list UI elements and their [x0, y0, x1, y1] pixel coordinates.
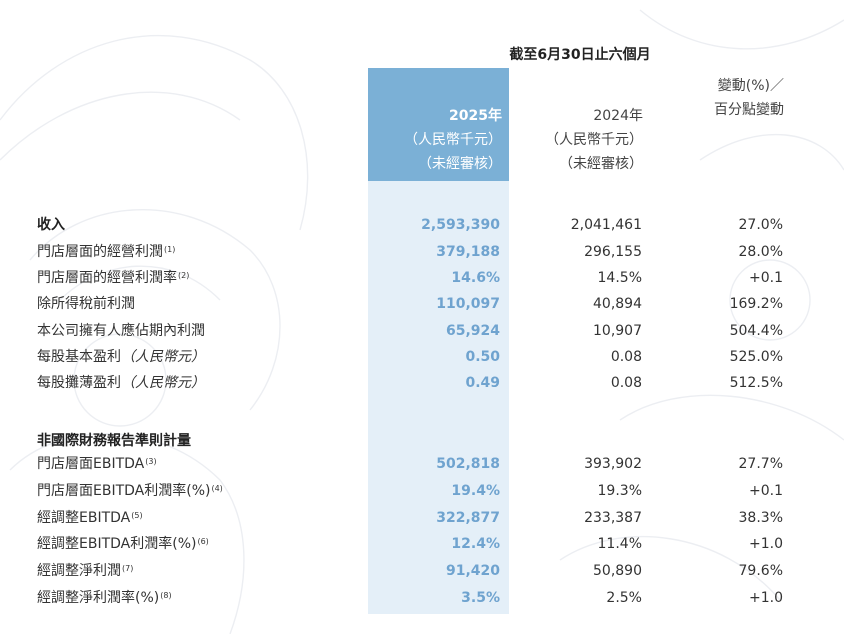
value-2025: 2,593,390 [421, 217, 500, 233]
row-label: 本公司擁有人應佔期內利潤 [37, 323, 205, 339]
value-2024: 233,387 [584, 510, 642, 526]
change-header-line1: 變動(%)／ [717, 78, 784, 94]
value-change: 38.3% [738, 510, 783, 526]
column-header-change: 變動(%)／ 百分點變動 [660, 74, 784, 122]
audit-note-2025: （未經審核） [418, 156, 502, 172]
value-2025: 65,924 [445, 323, 500, 339]
value-change: +1.0 [749, 536, 783, 552]
value-change: 28.0% [738, 244, 783, 260]
value-change: 79.6% [738, 563, 783, 579]
row-label: 除所得稅前利潤 [37, 296, 135, 312]
value-2025: 502,818 [436, 456, 500, 472]
unit-2024: （人民幣千元） [545, 132, 643, 148]
value-2024: 50,890 [593, 563, 642, 579]
table-row: 門店層面EBITDA利潤率(%)(4) 19.4% 19.3% +0.1 [0, 478, 844, 504]
value-change: +0.1 [749, 270, 783, 286]
table-row: 門店層面的經營利潤率(2) 14.6% 14.5% +0.1 [0, 265, 844, 291]
table-row: 經調整淨利潤率(%)(8) 3.5% 2.5% +1.0 [0, 585, 844, 611]
year-2025: 2025年 [449, 108, 502, 124]
row-label: 門店層面的經營利潤(1) [37, 244, 176, 260]
value-2024: 40,894 [593, 296, 642, 312]
row-label: 每股基本盈利（人民幣元） [37, 349, 205, 365]
value-change: 512.5% [729, 375, 783, 391]
value-change: 169.2% [729, 296, 783, 312]
column-header-2025: 2025年 （人民幣千元） （未經審核） [368, 104, 502, 176]
value-change: 504.4% [729, 323, 783, 339]
column-header-2024: 2024年 （人民幣千元） （未經審核） [509, 104, 643, 176]
value-2024: 393,902 [584, 456, 642, 472]
year-2024: 2024年 [593, 108, 643, 124]
footnote-ref: (2) [178, 271, 190, 280]
value-2025: 14.6% [451, 270, 500, 286]
value-2025: 0.50 [465, 349, 500, 365]
row-label: 經調整EBITDA(5) [37, 510, 143, 526]
table-row: 每股基本盈利（人民幣元） 0.50 0.08 525.0% [0, 344, 844, 370]
value-2024: 2.5% [606, 590, 642, 606]
value-2025: 322,877 [436, 510, 500, 526]
value-2024: 296,155 [584, 244, 642, 260]
value-2024: 0.08 [610, 349, 642, 365]
unit-suffix: （人民幣元） [121, 375, 205, 391]
row-label: 每股攤薄盈利（人民幣元） [37, 375, 205, 391]
value-2024: 11.4% [597, 536, 642, 552]
value-change: +1.0 [749, 590, 783, 606]
footnote-ref: (7) [122, 564, 134, 573]
footnote-ref: (3) [145, 457, 157, 466]
footnote-ref: (8) [160, 591, 172, 600]
value-change: +0.1 [749, 483, 783, 499]
value-2024: 19.3% [597, 483, 642, 499]
value-2024: 2,041,461 [570, 217, 642, 233]
row-label: 門店層面的經營利潤率(2) [37, 270, 190, 286]
row-label: 經調整EBITDA利潤率(%)(6) [37, 536, 209, 552]
value-2024: 0.08 [610, 375, 642, 391]
table-row: 門店層面的經營利潤(1) 379,188 296,155 28.0% [0, 239, 844, 265]
value-2025: 91,420 [445, 563, 500, 579]
value-change: 27.0% [738, 217, 783, 233]
value-2024: 14.5% [597, 270, 642, 286]
footnote-ref: (1) [164, 245, 176, 254]
table-row: 除所得稅前利潤 110,097 40,894 169.2% [0, 291, 844, 317]
unit-suffix: （人民幣元） [121, 349, 205, 365]
row-label: 經調整淨利潤率(%)(8) [37, 590, 172, 606]
value-2025: 0.49 [465, 375, 500, 391]
period-heading: 截至6月30日止六個月 [509, 47, 651, 63]
row-label: 經調整淨利潤(7) [37, 563, 134, 579]
unit-2025: （人民幣千元） [404, 132, 502, 148]
value-2025: 12.4% [451, 536, 500, 552]
value-2024: 10,907 [593, 323, 642, 339]
table-row: 經調整EBITDA利潤率(%)(6) 12.4% 11.4% +1.0 [0, 531, 844, 557]
table-row: 經調整淨利潤(7) 91,420 50,890 79.6% [0, 558, 844, 584]
row-label: 門店層面EBITDA利潤率(%)(4) [37, 483, 223, 499]
audit-note-2024: （未經審核） [559, 156, 643, 172]
section-title: 非國際財務報告準則計量 [37, 433, 191, 449]
row-label: 門店層面EBITDA(3) [37, 456, 157, 472]
table-row: 本公司擁有人應佔期內利潤 65,924 10,907 504.4% [0, 318, 844, 344]
value-2025: 379,188 [436, 244, 500, 260]
footnote-ref: (6) [197, 537, 209, 546]
value-change: 525.0% [729, 349, 783, 365]
table-row: 收入 2,593,390 2,041,461 27.0% [0, 212, 844, 238]
row-label: 收入 [37, 217, 65, 233]
value-2025: 19.4% [451, 483, 500, 499]
table-row: 每股攤薄盈利（人民幣元） 0.49 0.08 512.5% [0, 370, 844, 396]
highlight-header-2025 [368, 68, 509, 181]
table-row: 門店層面EBITDA(3) 502,818 393,902 27.7% [0, 451, 844, 477]
footnote-ref: (5) [131, 511, 143, 520]
value-2025: 3.5% [461, 590, 500, 606]
footnote-ref: (4) [211, 484, 223, 493]
value-change: 27.7% [738, 456, 783, 472]
table-row: 經調整EBITDA(5) 322,877 233,387 38.3% [0, 505, 844, 531]
change-header-line2: 百分點變動 [714, 102, 784, 118]
value-2025: 110,097 [436, 296, 500, 312]
